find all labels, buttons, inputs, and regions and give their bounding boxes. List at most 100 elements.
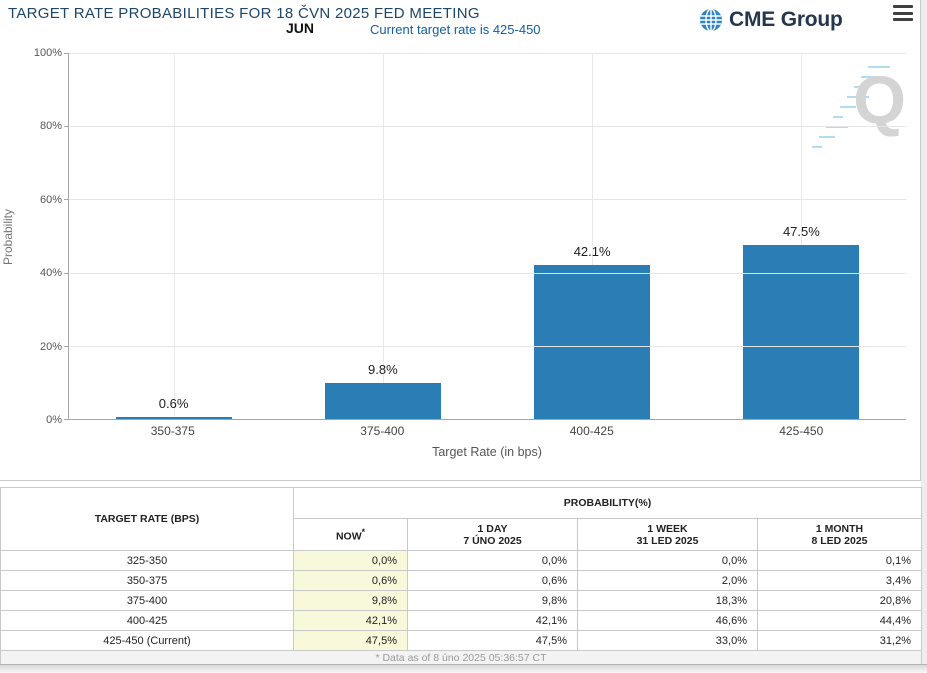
now-probability-cell: 0,0%	[293, 550, 408, 571]
table-row: 400-425 42,1% 42,1% 46,6% 44,4%	[0, 610, 922, 631]
now-probability-cell: 9,8%	[293, 590, 408, 611]
y-tick-mark	[64, 272, 69, 274]
y-gridline	[69, 126, 906, 128]
brand-text: CME Group	[729, 8, 843, 31]
category-label: 400-425	[569, 424, 614, 438]
subheader-date: 31 LED 2025	[636, 534, 699, 547]
watermark-dash	[868, 66, 890, 68]
table-subheader: 1 WEEK 31 LED 2025	[577, 518, 758, 551]
day-probability-cell: 9,8%	[407, 590, 578, 611]
week-probability-cell: 0,0%	[577, 550, 758, 571]
week-probability-cell: 33,0%	[577, 630, 758, 651]
y-axis-title: Probability	[1, 208, 15, 265]
day-probability-cell: 47,5%	[407, 630, 578, 651]
bar-value-label: 42.1%	[573, 243, 611, 259]
month-probability-cell: 31,2%	[757, 630, 922, 651]
y-tick-mark	[64, 53, 69, 54]
month-probability-cell: 44,4%	[757, 610, 922, 631]
category-gridline	[382, 53, 384, 419]
month-probability-cell: 20,8%	[757, 590, 922, 611]
y-gridline	[69, 345, 906, 347]
bars-row: 0.6% 9.8% 42.1% 47.5%	[69, 53, 906, 419]
rate-range-cell: 425-450 (Current)	[0, 630, 294, 651]
subheader-label: 1 MONTH	[815, 522, 864, 535]
col-header-target-rate: TARGET RATE (BPS)	[0, 487, 294, 551]
watermark-dash	[854, 86, 864, 88]
footnote-asterisk: *	[361, 526, 366, 537]
y-tick-label: 0%	[46, 414, 62, 426]
table-row: 350-375 0,6% 0,6% 2,0% 3,4%	[0, 570, 922, 591]
subheader-label: 1 WEEK	[647, 522, 688, 535]
probability-bar[interactable]	[324, 383, 441, 419]
bar-value-label: 9.8%	[368, 362, 398, 378]
rate-range-cell: 350-375	[0, 570, 294, 591]
month-probability-cell: 3,4%	[757, 570, 922, 591]
table-subheader: 1 MONTH 8 LED 2025	[757, 518, 922, 551]
y-tick-label: 20%	[39, 340, 62, 353]
cme-group-logo[interactable]: CME Group	[699, 8, 843, 32]
category-gridline	[592, 53, 594, 419]
x-axis-category-labels: 350-375 375-400 400-425 425-450	[68, 424, 906, 438]
current-rate-subtitle: Current target rate is 425-450	[370, 22, 541, 37]
probability-bar[interactable]	[743, 245, 860, 419]
day-probability-cell: 0,0%	[407, 550, 578, 571]
subheader-date: 7 ÚNO 2025	[463, 534, 522, 547]
probability-table-wrap: TARGET RATE (BPS) PROBABILITY(%) NOW* 1 D…	[0, 487, 922, 666]
y-tick-label: 60%	[39, 193, 62, 206]
day-probability-cell: 0,6%	[407, 570, 578, 591]
x-axis-title: Target Rate (in bps)	[432, 445, 542, 459]
probability-bar[interactable]	[115, 416, 232, 419]
y-gridline	[69, 199, 906, 201]
bar-slot: 0.6%	[69, 53, 278, 419]
y-gridline	[69, 53, 906, 54]
category-label: 375-400	[360, 424, 405, 438]
y-tick-label: 80%	[39, 120, 62, 133]
y-tick-mark	[64, 419, 69, 420]
col-header-probability: PROBABILITY(%)	[293, 487, 922, 519]
category-label: 350-375	[150, 424, 195, 438]
table-row: 425-450 (Current) 47,5% 47,5% 33,0% 31,2%	[0, 630, 922, 651]
y-tick-mark	[64, 345, 69, 347]
subheader-date: 8 LED 2025	[811, 534, 868, 547]
day-probability-cell: 42,1%	[407, 610, 578, 631]
watermark-dash	[812, 146, 822, 148]
watermark-dash	[840, 106, 856, 108]
bar-slot: 47.5%	[697, 53, 906, 419]
watermark-dash	[847, 96, 869, 98]
bar-value-label: 0.6%	[158, 395, 189, 411]
bar-slot: 42.1%	[488, 53, 697, 419]
page-title: TARGET RATE PROBABILITIES FOR 18 ČVN 202…	[8, 5, 480, 22]
bar-value-label: 47.5%	[782, 224, 820, 240]
plot-area: 0.6% 9.8% 42.1% 47.5%	[64, 53, 906, 420]
rate-range-cell: 400-425	[0, 610, 294, 631]
y-tick-mark	[64, 126, 69, 128]
category-gridline	[173, 53, 175, 419]
y-tick-label: 40%	[39, 267, 62, 280]
category-gridline	[801, 53, 803, 419]
table-row: 375-400 9,8% 9,8% 18,3% 20,8%	[0, 590, 922, 611]
y-tick-label: 100%	[33, 47, 62, 59]
probability-table: TARGET RATE (BPS) PROBABILITY(%) NOW* 1 D…	[0, 487, 922, 666]
table-row: 325-350 0,0% 0,0% 0,0% 0,1%	[0, 550, 922, 571]
probability-bar[interactable]	[534, 264, 651, 419]
y-tick-mark	[64, 199, 69, 201]
globe-icon	[700, 8, 722, 32]
chart-panel: TARGET RATE PROBABILITIES FOR 18 ČVN 202…	[0, 0, 921, 481]
y-gridline	[69, 272, 906, 274]
bottom-scroll-strip[interactable]	[0, 664, 927, 673]
rate-range-cell: 375-400	[0, 590, 294, 611]
hamburger-menu-icon[interactable]	[893, 5, 913, 21]
week-probability-cell: 2,0%	[577, 570, 758, 591]
table-subheader: NOW*	[293, 518, 408, 551]
subheader-label: NOW	[335, 530, 362, 543]
watermark-dash	[819, 136, 835, 138]
week-probability-cell: 18,3%	[577, 590, 758, 611]
watermark-dash	[833, 116, 843, 118]
quikstrike-watermark: Q	[853, 62, 906, 138]
week-probability-cell: 46,6%	[577, 610, 758, 631]
subheader-label: 1 DAY	[477, 522, 508, 535]
rate-range-cell: 325-350	[0, 550, 294, 571]
y-axis-tick-labels: 0% 20% 40% 60% 80% 100%	[20, 47, 62, 426]
month-probability-cell: 0,1%	[757, 550, 922, 571]
